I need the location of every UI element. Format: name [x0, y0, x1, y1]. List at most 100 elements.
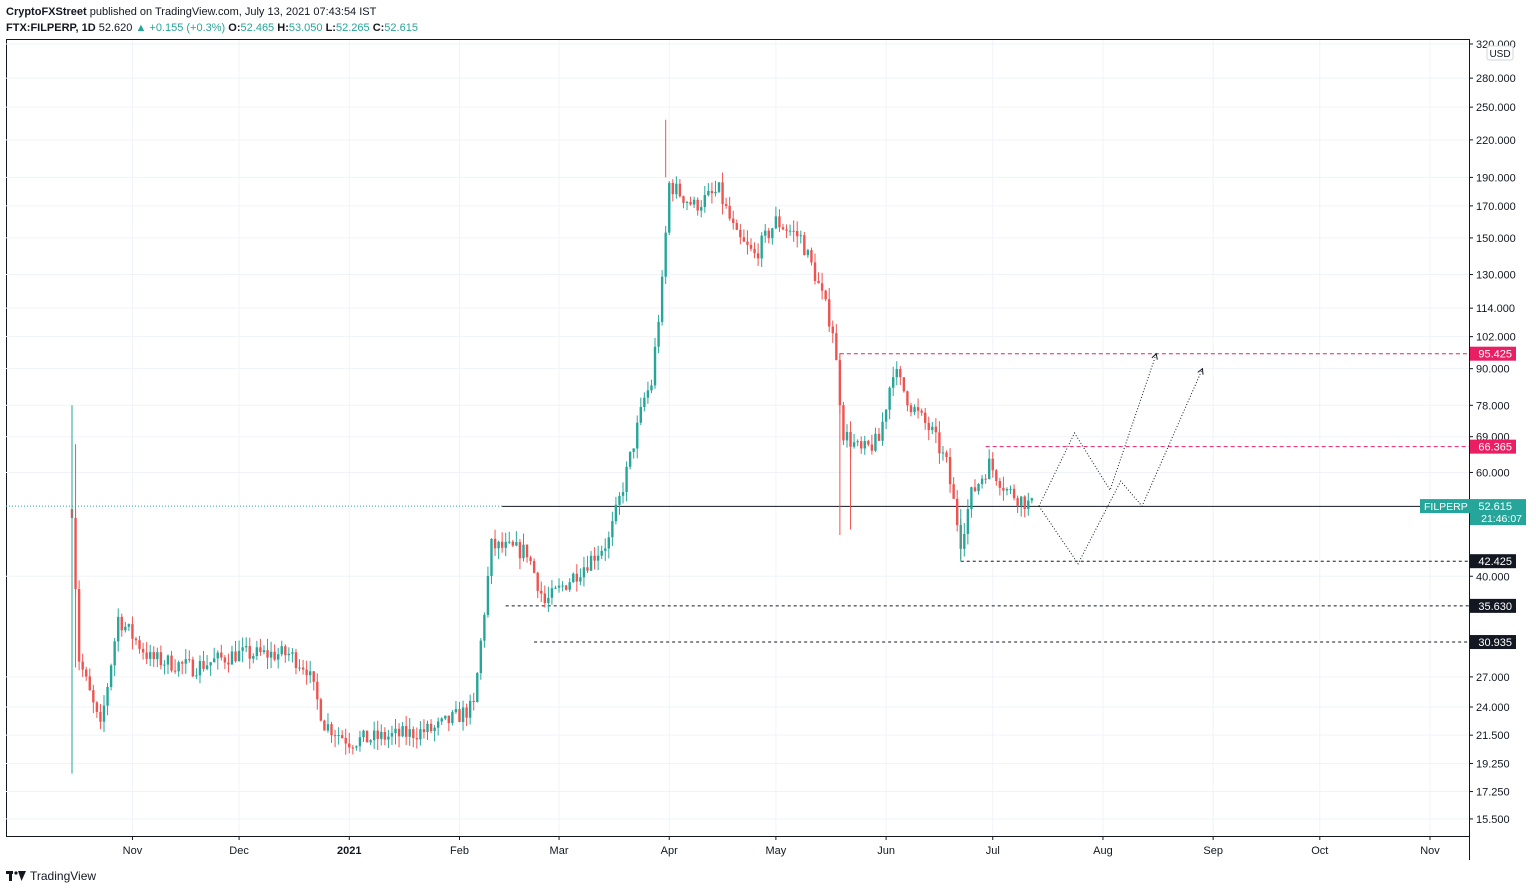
- candle-body: [99, 711, 102, 722]
- candle-body: [646, 390, 650, 398]
- candle-body: [454, 709, 458, 713]
- candle-body: [444, 715, 447, 719]
- candle-body: [952, 484, 955, 499]
- time-axis[interactable]: Nov Dec 2021 Feb Mar Apr May Jun Jul Aug Sep Oct Nov: [123, 836, 1441, 857]
- candle-body: [312, 671, 315, 682]
- candle-body: [198, 661, 202, 676]
- candle-body: [806, 250, 810, 256]
- candle-body: [436, 721, 440, 728]
- candle-body: [412, 729, 415, 739]
- publish-info: published on TradingView.com, July 13, 2…: [89, 6, 377, 18]
- candle-body: [543, 593, 547, 604]
- candle-body: [714, 191, 717, 194]
- candle-body: [461, 707, 465, 722]
- candle-body: [749, 244, 753, 249]
- candle-body: [426, 723, 429, 733]
- candle-body: [963, 533, 966, 549]
- candle-body: [781, 227, 785, 230]
- candle-body: [842, 405, 845, 441]
- candle-body: [707, 190, 710, 196]
- candle-body: [518, 542, 522, 559]
- x-tick-label: Nov: [1420, 845, 1440, 857]
- candle-body: [796, 230, 799, 237]
- author-name[interactable]: CryptoFXStreet: [6, 6, 87, 18]
- candle-body: [831, 326, 834, 334]
- candle-body: [138, 640, 141, 649]
- candle-body: [124, 626, 127, 631]
- candle-body: [568, 582, 571, 590]
- candle-body: [490, 538, 493, 576]
- candle-body: [387, 736, 390, 740]
- y-tick-label: 21.500: [1476, 730, 1510, 742]
- candle-body: [287, 653, 291, 656]
- candle-body: [934, 426, 938, 433]
- candle-body: [515, 542, 518, 546]
- y-tick-label: 24.000: [1476, 702, 1510, 714]
- projection-arrowhead-icon: [1197, 367, 1204, 375]
- candle-body: [120, 616, 123, 631]
- y-tick-label: 19.250: [1476, 758, 1510, 770]
- candle-body: [955, 498, 959, 526]
- footer: TradingView: [6, 869, 96, 883]
- candle-body: [888, 387, 891, 410]
- candle-body: [739, 229, 742, 238]
- candle-body: [909, 405, 913, 413]
- candle-body: [511, 541, 515, 546]
- candle-body: [632, 448, 635, 452]
- candle-body: [643, 397, 646, 408]
- candle-body: [557, 585, 561, 588]
- x-tick-label: Apr: [661, 845, 678, 857]
- candle-body: [213, 658, 216, 663]
- x-tick-label: Aug: [1093, 845, 1113, 857]
- projection-paths[interactable]: [1038, 352, 1204, 565]
- candle-body: [860, 441, 863, 449]
- candle-body: [625, 466, 628, 493]
- candle-body: [924, 412, 927, 423]
- candle-body: [486, 575, 490, 615]
- candle-body: [607, 537, 611, 549]
- plot-frame: [6, 39, 1470, 837]
- last-price-tag: [1470, 499, 1526, 526]
- projection-line[interactable]: [1038, 368, 1203, 565]
- candle-body: [401, 726, 404, 737]
- candle-body: [920, 410, 923, 413]
- y-tick-label: 170.000: [1476, 201, 1516, 213]
- candle-body: [276, 654, 280, 660]
- candle-body: [205, 665, 209, 669]
- candle-body: [760, 235, 763, 259]
- y-tick-label: 102.000: [1476, 332, 1516, 344]
- grid: [6, 40, 1469, 836]
- candle-body: [803, 235, 806, 256]
- currency-badge: USD: [1486, 45, 1514, 61]
- candle-body: [532, 561, 536, 573]
- candle-body: [721, 182, 724, 205]
- candle-body: [710, 190, 714, 194]
- candle-body: [202, 661, 205, 669]
- candle-body: [550, 588, 554, 598]
- x-tick-label: May: [765, 845, 786, 857]
- candle-body: [316, 681, 319, 700]
- candle-body: [579, 577, 582, 582]
- candle-body: [870, 444, 874, 451]
- candle-body: [892, 377, 895, 388]
- candle-body: [639, 407, 642, 423]
- candle-body: [895, 369, 898, 378]
- close-label: C:: [372, 22, 385, 34]
- candle-body: [724, 204, 728, 206]
- candle-body: [828, 299, 831, 327]
- candle-body: [333, 735, 337, 737]
- y-tick-label: 190.000: [1476, 172, 1516, 184]
- candle-body: [372, 730, 376, 741]
- brand-name[interactable]: TradingView: [30, 869, 97, 883]
- symbol-label[interactable]: FTX:FILPERP, 1D: [6, 22, 96, 34]
- high-value: 53.050: [288, 22, 323, 34]
- candle-body: [987, 458, 991, 479]
- candle-body: [280, 646, 283, 655]
- price-axis[interactable]: 320.000280.000250.000220.000190.000170.0…: [1469, 39, 1516, 826]
- x-tick-label: Jul: [986, 845, 1000, 857]
- level-lines[interactable]: [6, 353, 1469, 643]
- candle-body: [540, 590, 543, 594]
- projection-line[interactable]: [1038, 353, 1157, 507]
- candle-body: [262, 650, 266, 653]
